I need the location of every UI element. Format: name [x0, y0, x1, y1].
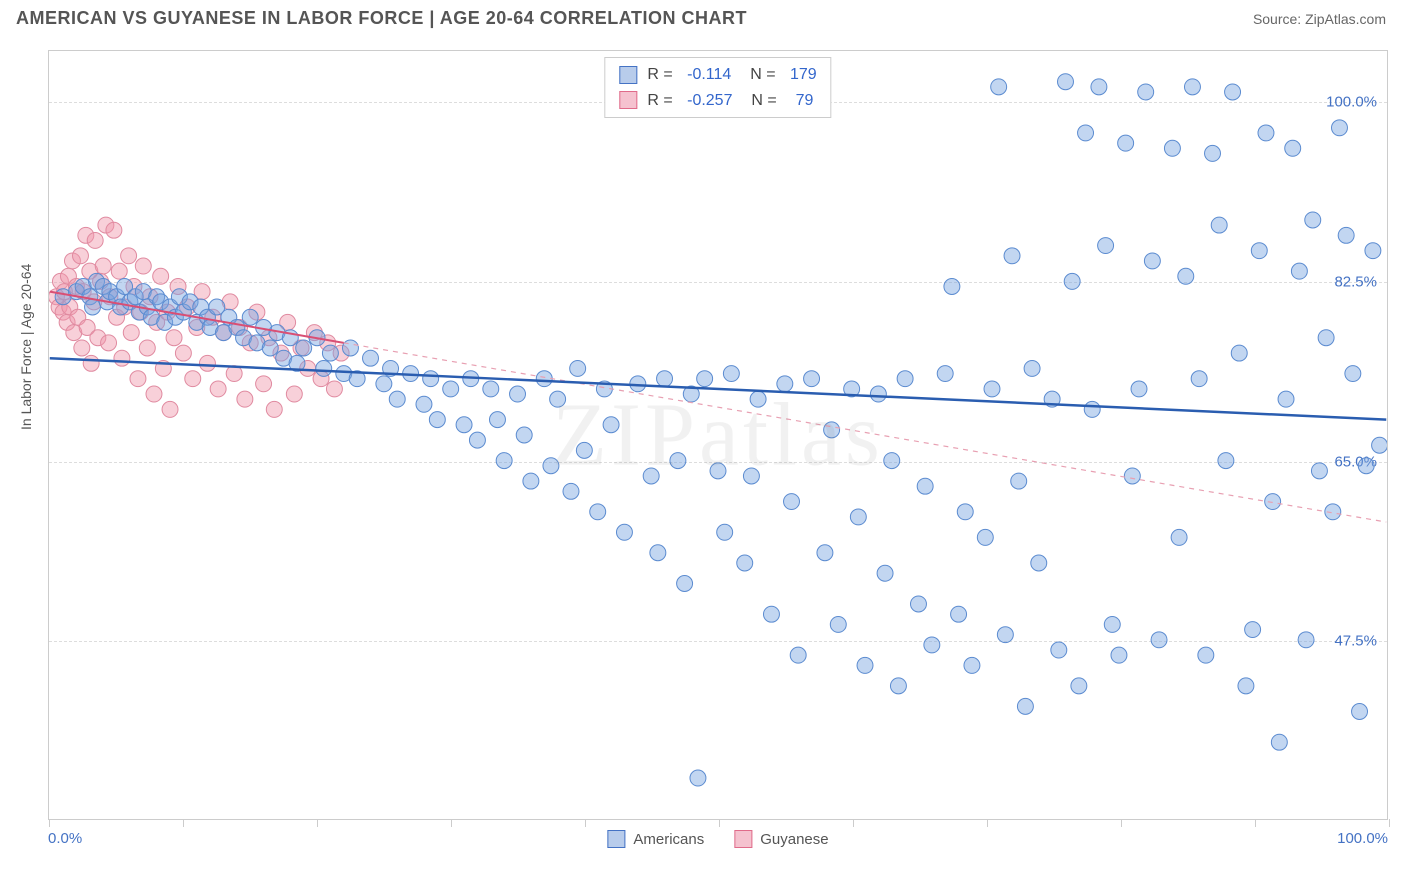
swatch-icon [619, 66, 637, 84]
x-tick [49, 819, 50, 827]
swatch-icon [734, 830, 752, 848]
n-value: 79 [796, 88, 814, 114]
x-tick [1255, 819, 1256, 827]
legend-label: Americans [633, 831, 704, 848]
r-value: -0.114 [687, 62, 731, 88]
series-legend: Americans Guyanese [607, 830, 828, 848]
x-tick [585, 819, 586, 827]
swatch-icon [607, 830, 625, 848]
x-tick [987, 819, 988, 827]
legend-row-guyanese: R = -0.257 N = 79 [619, 88, 816, 114]
correlation-legend: R = -0.114 N = 179 R = -0.257 N = 79 [604, 57, 831, 118]
chart-title: AMERICAN VS GUYANESE IN LABOR FORCE | AG… [16, 8, 747, 29]
legend-label: Guyanese [760, 831, 828, 848]
y-axis-label: In Labor Force | Age 20-64 [18, 264, 34, 430]
x-axis-min-label: 0.0% [48, 830, 82, 847]
swatch-icon [619, 91, 637, 109]
source-label: Source: ZipAtlas.com [1253, 11, 1386, 27]
legend-row-americans: R = -0.114 N = 179 [619, 62, 816, 88]
scatter-plot [49, 51, 1387, 819]
legend-item-guyanese: Guyanese [734, 830, 828, 848]
x-tick [1389, 819, 1390, 827]
x-tick [853, 819, 854, 827]
x-axis-max-label: 100.0% [1337, 830, 1388, 847]
n-value: 179 [790, 62, 817, 88]
x-tick [719, 819, 720, 827]
x-axis-row: 0.0% Americans Guyanese 100.0% [48, 830, 1388, 860]
x-tick [451, 819, 452, 827]
r-value: -0.257 [687, 88, 732, 114]
legend-item-americans: Americans [607, 830, 704, 848]
header: AMERICAN VS GUYANESE IN LABOR FORCE | AG… [0, 0, 1406, 37]
x-tick [183, 819, 184, 827]
x-tick [1121, 819, 1122, 827]
chart-area: ZIPatlas R = -0.114 N = 179 R = -0.257 N… [48, 50, 1388, 820]
x-tick [317, 819, 318, 827]
